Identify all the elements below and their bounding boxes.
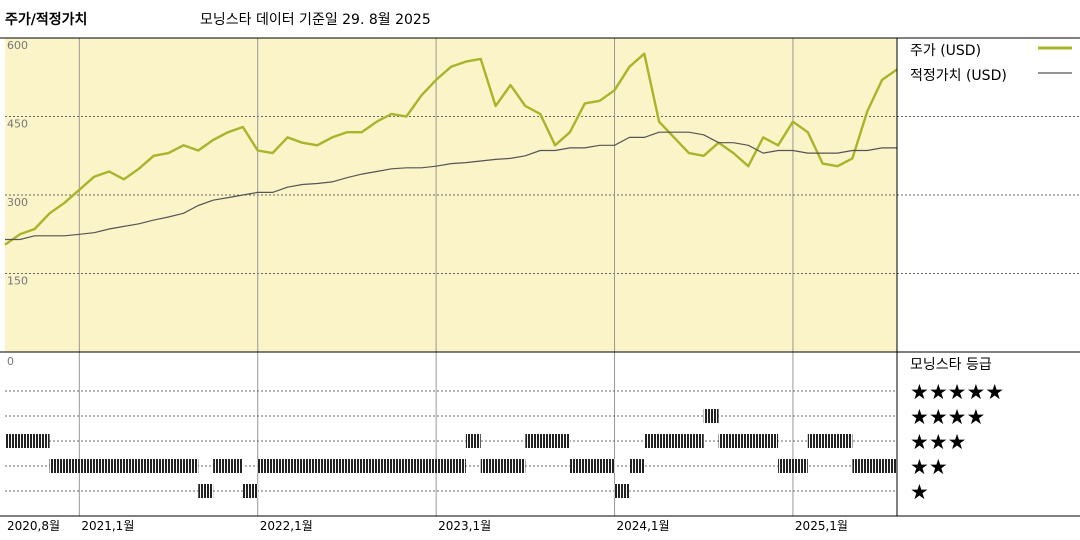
rating-legend-title: 모닝스타 등급 xyxy=(910,357,992,373)
rating-segment xyxy=(807,434,853,448)
rating-star-label: ★★ xyxy=(910,455,948,479)
rating-panel-zero-label: 0 xyxy=(7,355,14,368)
price-series-line xyxy=(4,52,898,246)
rating-segment xyxy=(569,459,615,473)
rating-segment xyxy=(525,434,570,448)
rating-segment xyxy=(852,459,897,473)
y-tick-label: 450 xyxy=(7,118,28,131)
fair-value-series-line xyxy=(5,131,897,241)
rating-star-label: ★★★★★ xyxy=(910,380,1004,404)
rating-segment xyxy=(703,409,719,423)
rating-star-label: ★★★★ xyxy=(910,405,985,429)
y-tick-label: 150 xyxy=(7,275,28,288)
x-tick-label: 2023,1월 xyxy=(438,519,491,533)
x-tick-label: 2025,1월 xyxy=(795,519,848,533)
rating-star-label: ★ xyxy=(910,480,929,504)
rating-segment xyxy=(257,459,466,473)
y-tick-label: 300 xyxy=(7,196,28,209)
rating-star-label: ★★★ xyxy=(910,430,966,454)
rating-segment xyxy=(242,484,258,498)
chart-title: 주가/적정가치 xyxy=(5,12,88,28)
y-tick-label: 600 xyxy=(7,39,28,52)
rating-segment xyxy=(644,434,704,448)
rating-segment xyxy=(465,434,481,448)
x-tick-label: 2020,8월 xyxy=(7,519,60,533)
legend-price-label: 주가 (USD) xyxy=(910,43,982,59)
rating-segment xyxy=(718,434,779,448)
rating-segment xyxy=(213,459,243,473)
x-tick-label: 2021,1월 xyxy=(81,519,134,533)
rating-segment xyxy=(629,459,645,473)
rating-segment xyxy=(49,459,199,473)
x-tick-label: 2022,1월 xyxy=(260,519,313,533)
rating-segment xyxy=(480,459,526,473)
legend-fair-value-label: 적정가치 (USD) xyxy=(910,68,1007,84)
rating-segment xyxy=(614,484,630,498)
chart-subtitle: 모닝스타 데이터 기준일 29. 8월 2025 xyxy=(200,12,431,28)
rating-segment xyxy=(5,434,50,448)
rating-segment xyxy=(198,484,214,498)
x-tick-label: 2024,1월 xyxy=(617,519,670,533)
rating-segment xyxy=(778,459,808,473)
